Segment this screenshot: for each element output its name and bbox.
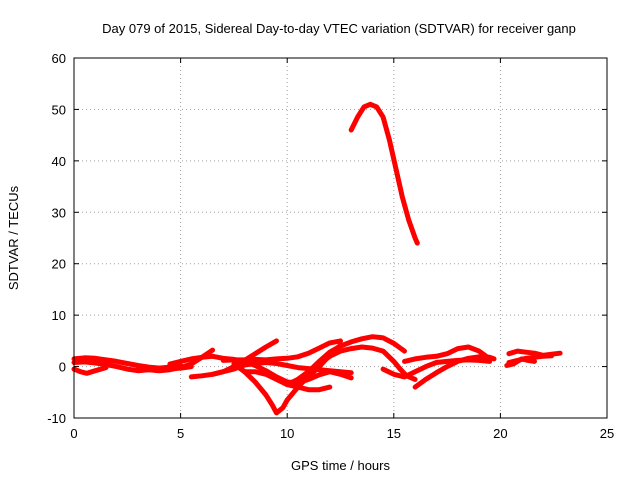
series-arc-03 — [71, 365, 109, 376]
series-arc-05 — [167, 353, 354, 386]
y-tick-label: 30 — [52, 205, 66, 220]
plot-frame — [73, 57, 608, 419]
y-tick-label: 0 — [59, 360, 66, 375]
x-tick-label: 5 — [177, 426, 184, 441]
series-arc-02 — [71, 359, 184, 374]
y-tick-label: 60 — [52, 51, 66, 66]
x-tick-label: 15 — [387, 426, 401, 441]
chart-title: Day 079 of 2015, Sidereal Day-to-day VTE… — [102, 21, 576, 36]
series-arc-08 — [210, 338, 279, 377]
y-tick-label: 10 — [52, 308, 66, 323]
axis-ticks: 0 5 10 15 20 25 -10 0 10 20 30 40 50 60 — [47, 51, 614, 441]
series-arc-16 — [412, 354, 497, 390]
y-axis-label: SDTVAR / TECUs — [6, 185, 21, 290]
y-tick-label: 50 — [52, 102, 66, 117]
x-axis-label: GPS time / hours — [291, 458, 390, 473]
grid-lines — [74, 58, 607, 418]
data-series — [71, 101, 563, 416]
x-tick-label: 10 — [280, 426, 294, 441]
x-tick-label: 0 — [70, 426, 77, 441]
y-tick-label: 20 — [52, 257, 66, 272]
x-tick-label: 20 — [493, 426, 507, 441]
series-arc-19 — [504, 356, 537, 368]
y-tick-label: -10 — [47, 411, 66, 426]
series-arc-13 — [348, 101, 420, 246]
series-arc-12 — [295, 334, 407, 382]
x-tick-label: 25 — [600, 426, 614, 441]
series-arc-15 — [402, 344, 493, 364]
y-tick-label: 40 — [52, 154, 66, 169]
